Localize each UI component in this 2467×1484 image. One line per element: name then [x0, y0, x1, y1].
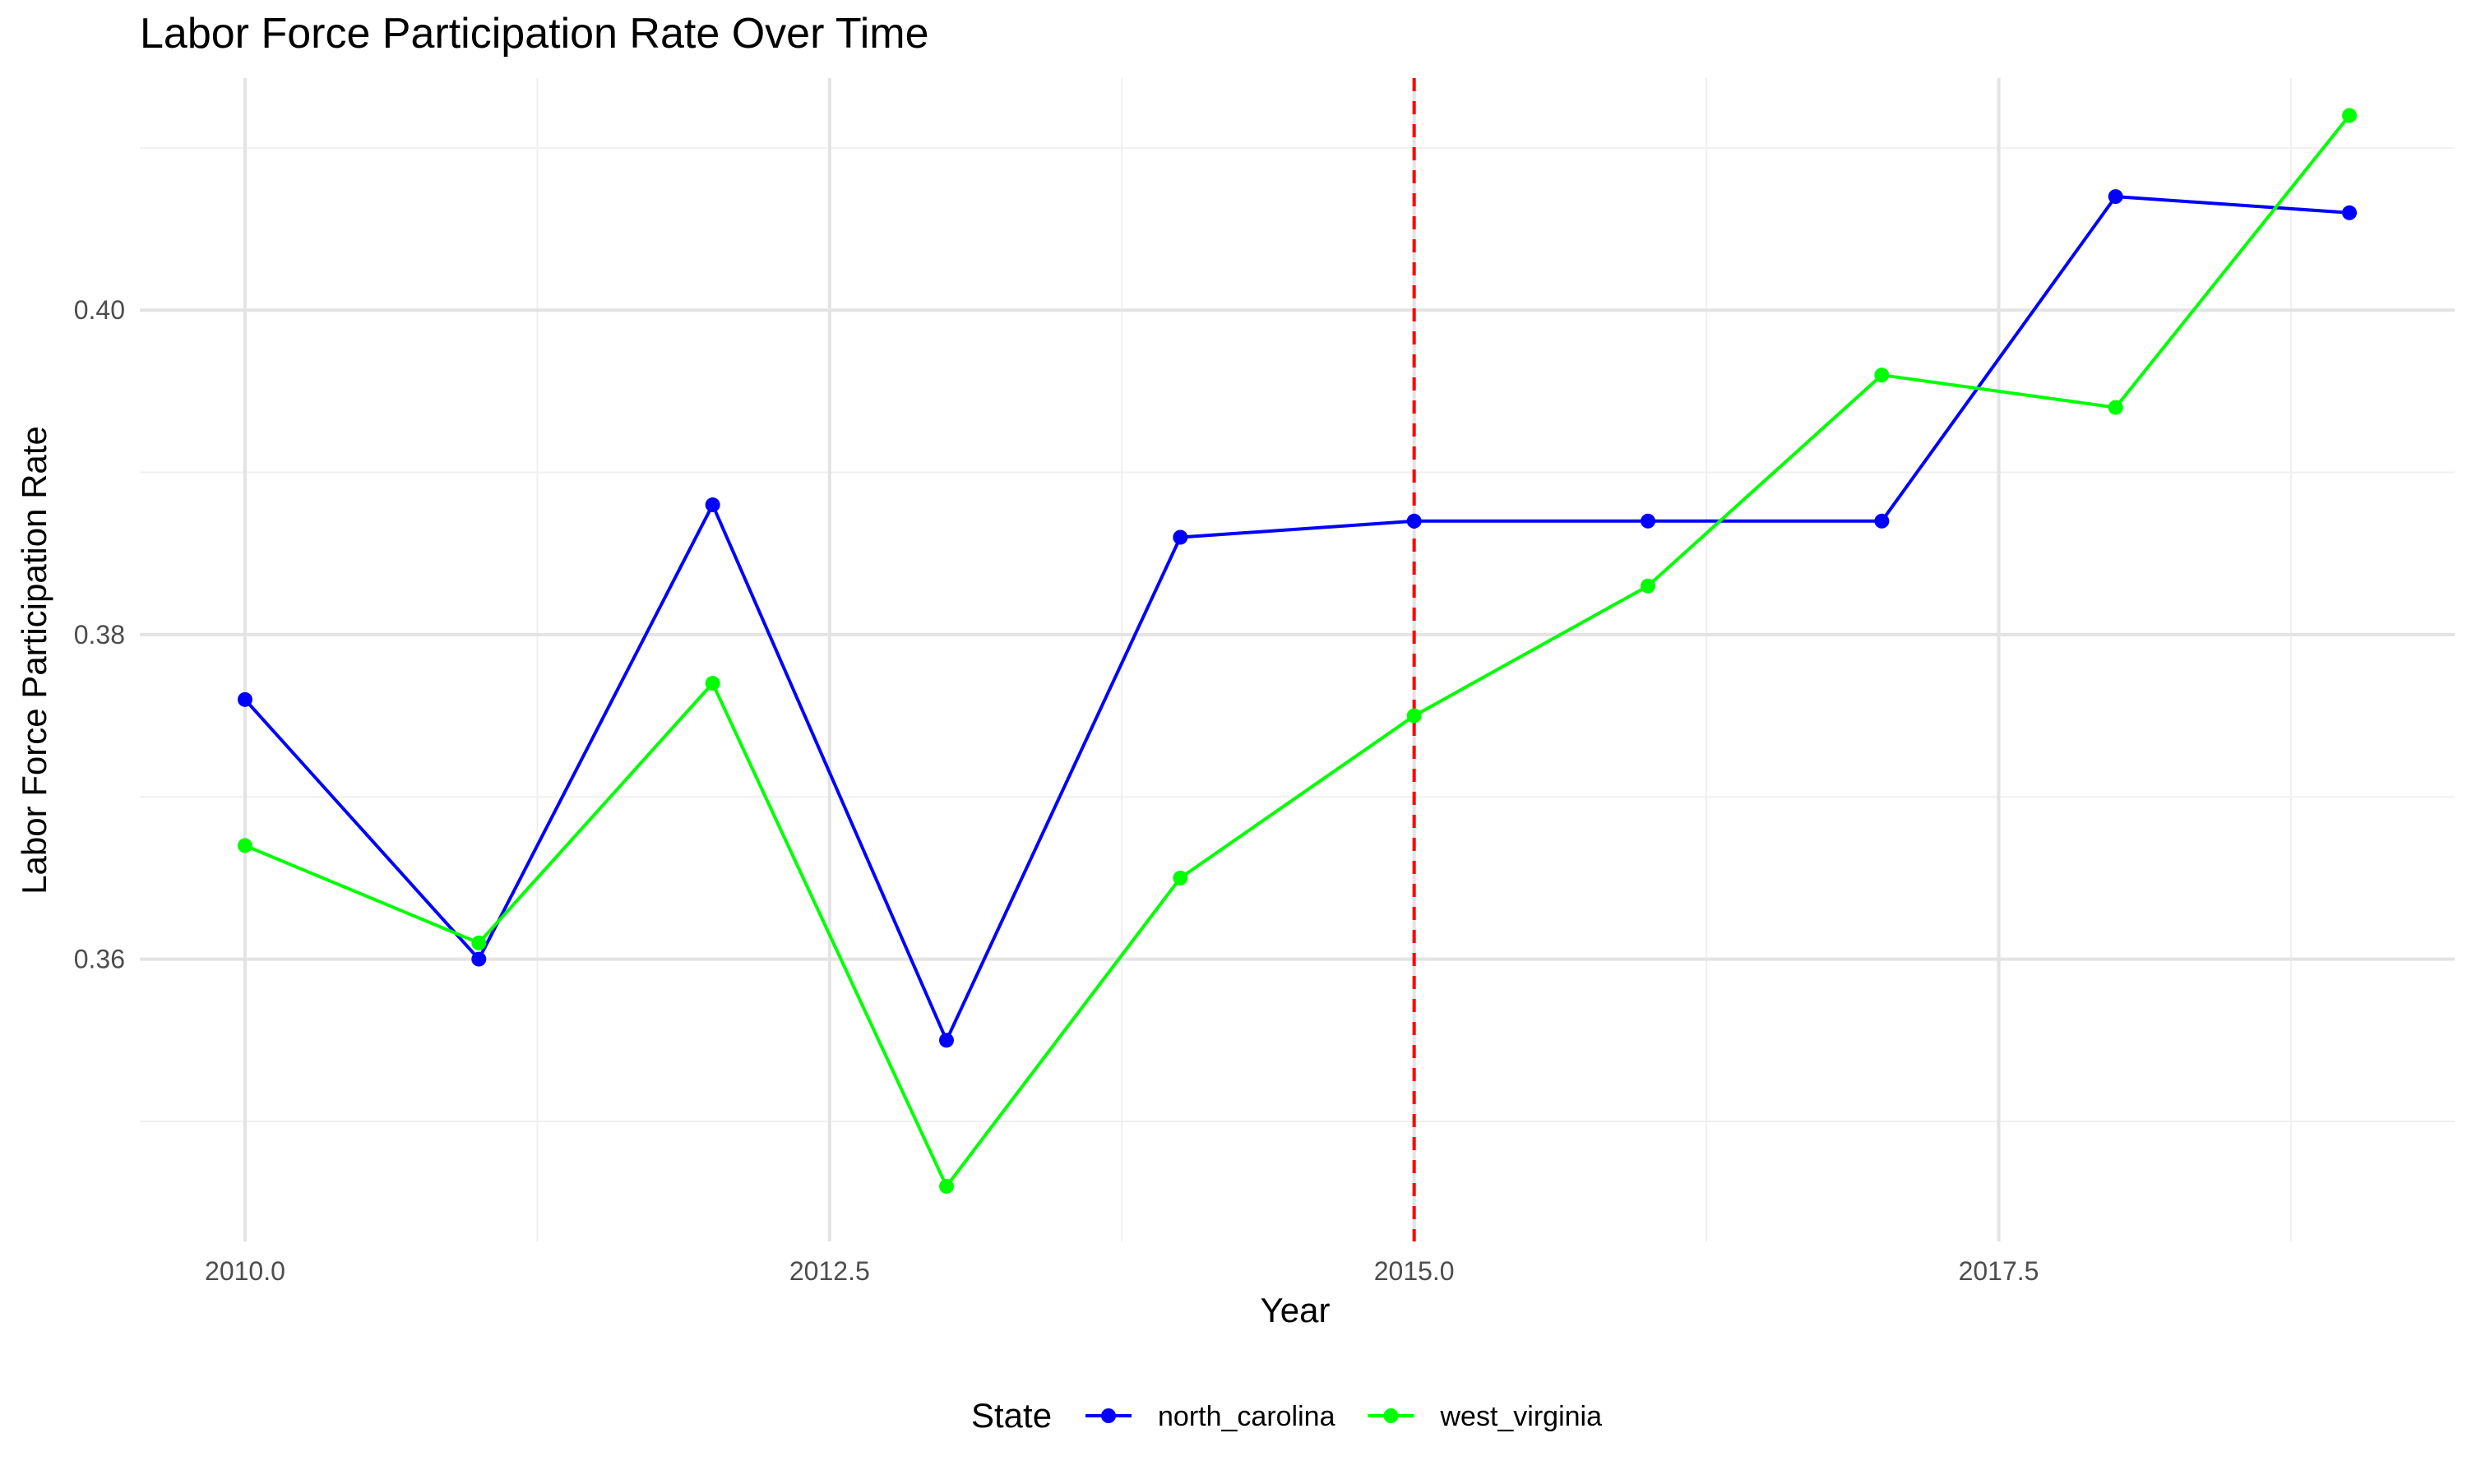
data-point-west_virginia [705, 676, 720, 691]
series-layer [237, 78, 2358, 1241]
data-point-west_virginia [2108, 400, 2123, 415]
data-point-north_carolina [2108, 189, 2123, 205]
series-line-north_carolina [243, 195, 2350, 1042]
chart-title: Labor Force Participation Rate Over Time [140, 10, 929, 58]
x-tick-label: 2010.0 [205, 1256, 285, 1286]
data-point-north_carolina [705, 497, 720, 513]
data-point-west_virginia [1874, 368, 1890, 383]
x-axis-title: Year [1261, 1291, 1331, 1329]
data-point-north_carolina [1874, 513, 1890, 529]
x-tick-label: 2012.5 [789, 1256, 870, 1286]
legend-item-west_virginia: west_virginia [1368, 1401, 1602, 1432]
data-point-west_virginia [1173, 870, 1188, 885]
data-point-north_carolina [1173, 529, 1188, 545]
data-point-north_carolina [237, 691, 252, 707]
data-point-north_carolina [938, 1033, 954, 1048]
legend-key-point [1101, 1408, 1116, 1423]
data-point-west_virginia [938, 1178, 954, 1194]
x-tick-label: 2015.0 [1374, 1256, 1455, 1286]
data-point-north_carolina [1641, 513, 1656, 529]
y-tick-label: 0.40 [74, 295, 125, 325]
legend-label: north_carolina [1158, 1401, 1335, 1432]
y-tick-label: 0.36 [74, 945, 125, 974]
legend-label: west_virginia [1439, 1401, 1602, 1432]
legend-item-north_carolina: north_carolina [1085, 1401, 1335, 1432]
legend-title: State [971, 1396, 1052, 1435]
data-point-north_carolina [1406, 513, 1422, 529]
legend-items: north_carolina west_virginia [1085, 1401, 1602, 1432]
data-point-west_virginia [2342, 108, 2358, 123]
data-point-west_virginia [237, 838, 252, 853]
y-axis-title: Labor Force Participation Rate [15, 426, 53, 895]
tick-labels: 2010.0 2012.5 2015.0 2017.5 0.36 0.38 0.40 [74, 295, 2039, 1286]
y-tick-label: 0.38 [74, 620, 125, 650]
data-point-west_virginia [1641, 578, 1656, 594]
legend: State north_carolina west_virginia [971, 1396, 1602, 1435]
data-point-north_carolina [2342, 205, 2358, 220]
series-line-west_virginia [244, 114, 2351, 1188]
data-point-west_virginia [471, 935, 487, 950]
data-point-west_virginia [1406, 708, 1422, 724]
legend-key-point [1383, 1408, 1399, 1423]
data-point-north_carolina [471, 951, 487, 967]
x-tick-label: 2017.5 [1959, 1256, 2039, 1286]
